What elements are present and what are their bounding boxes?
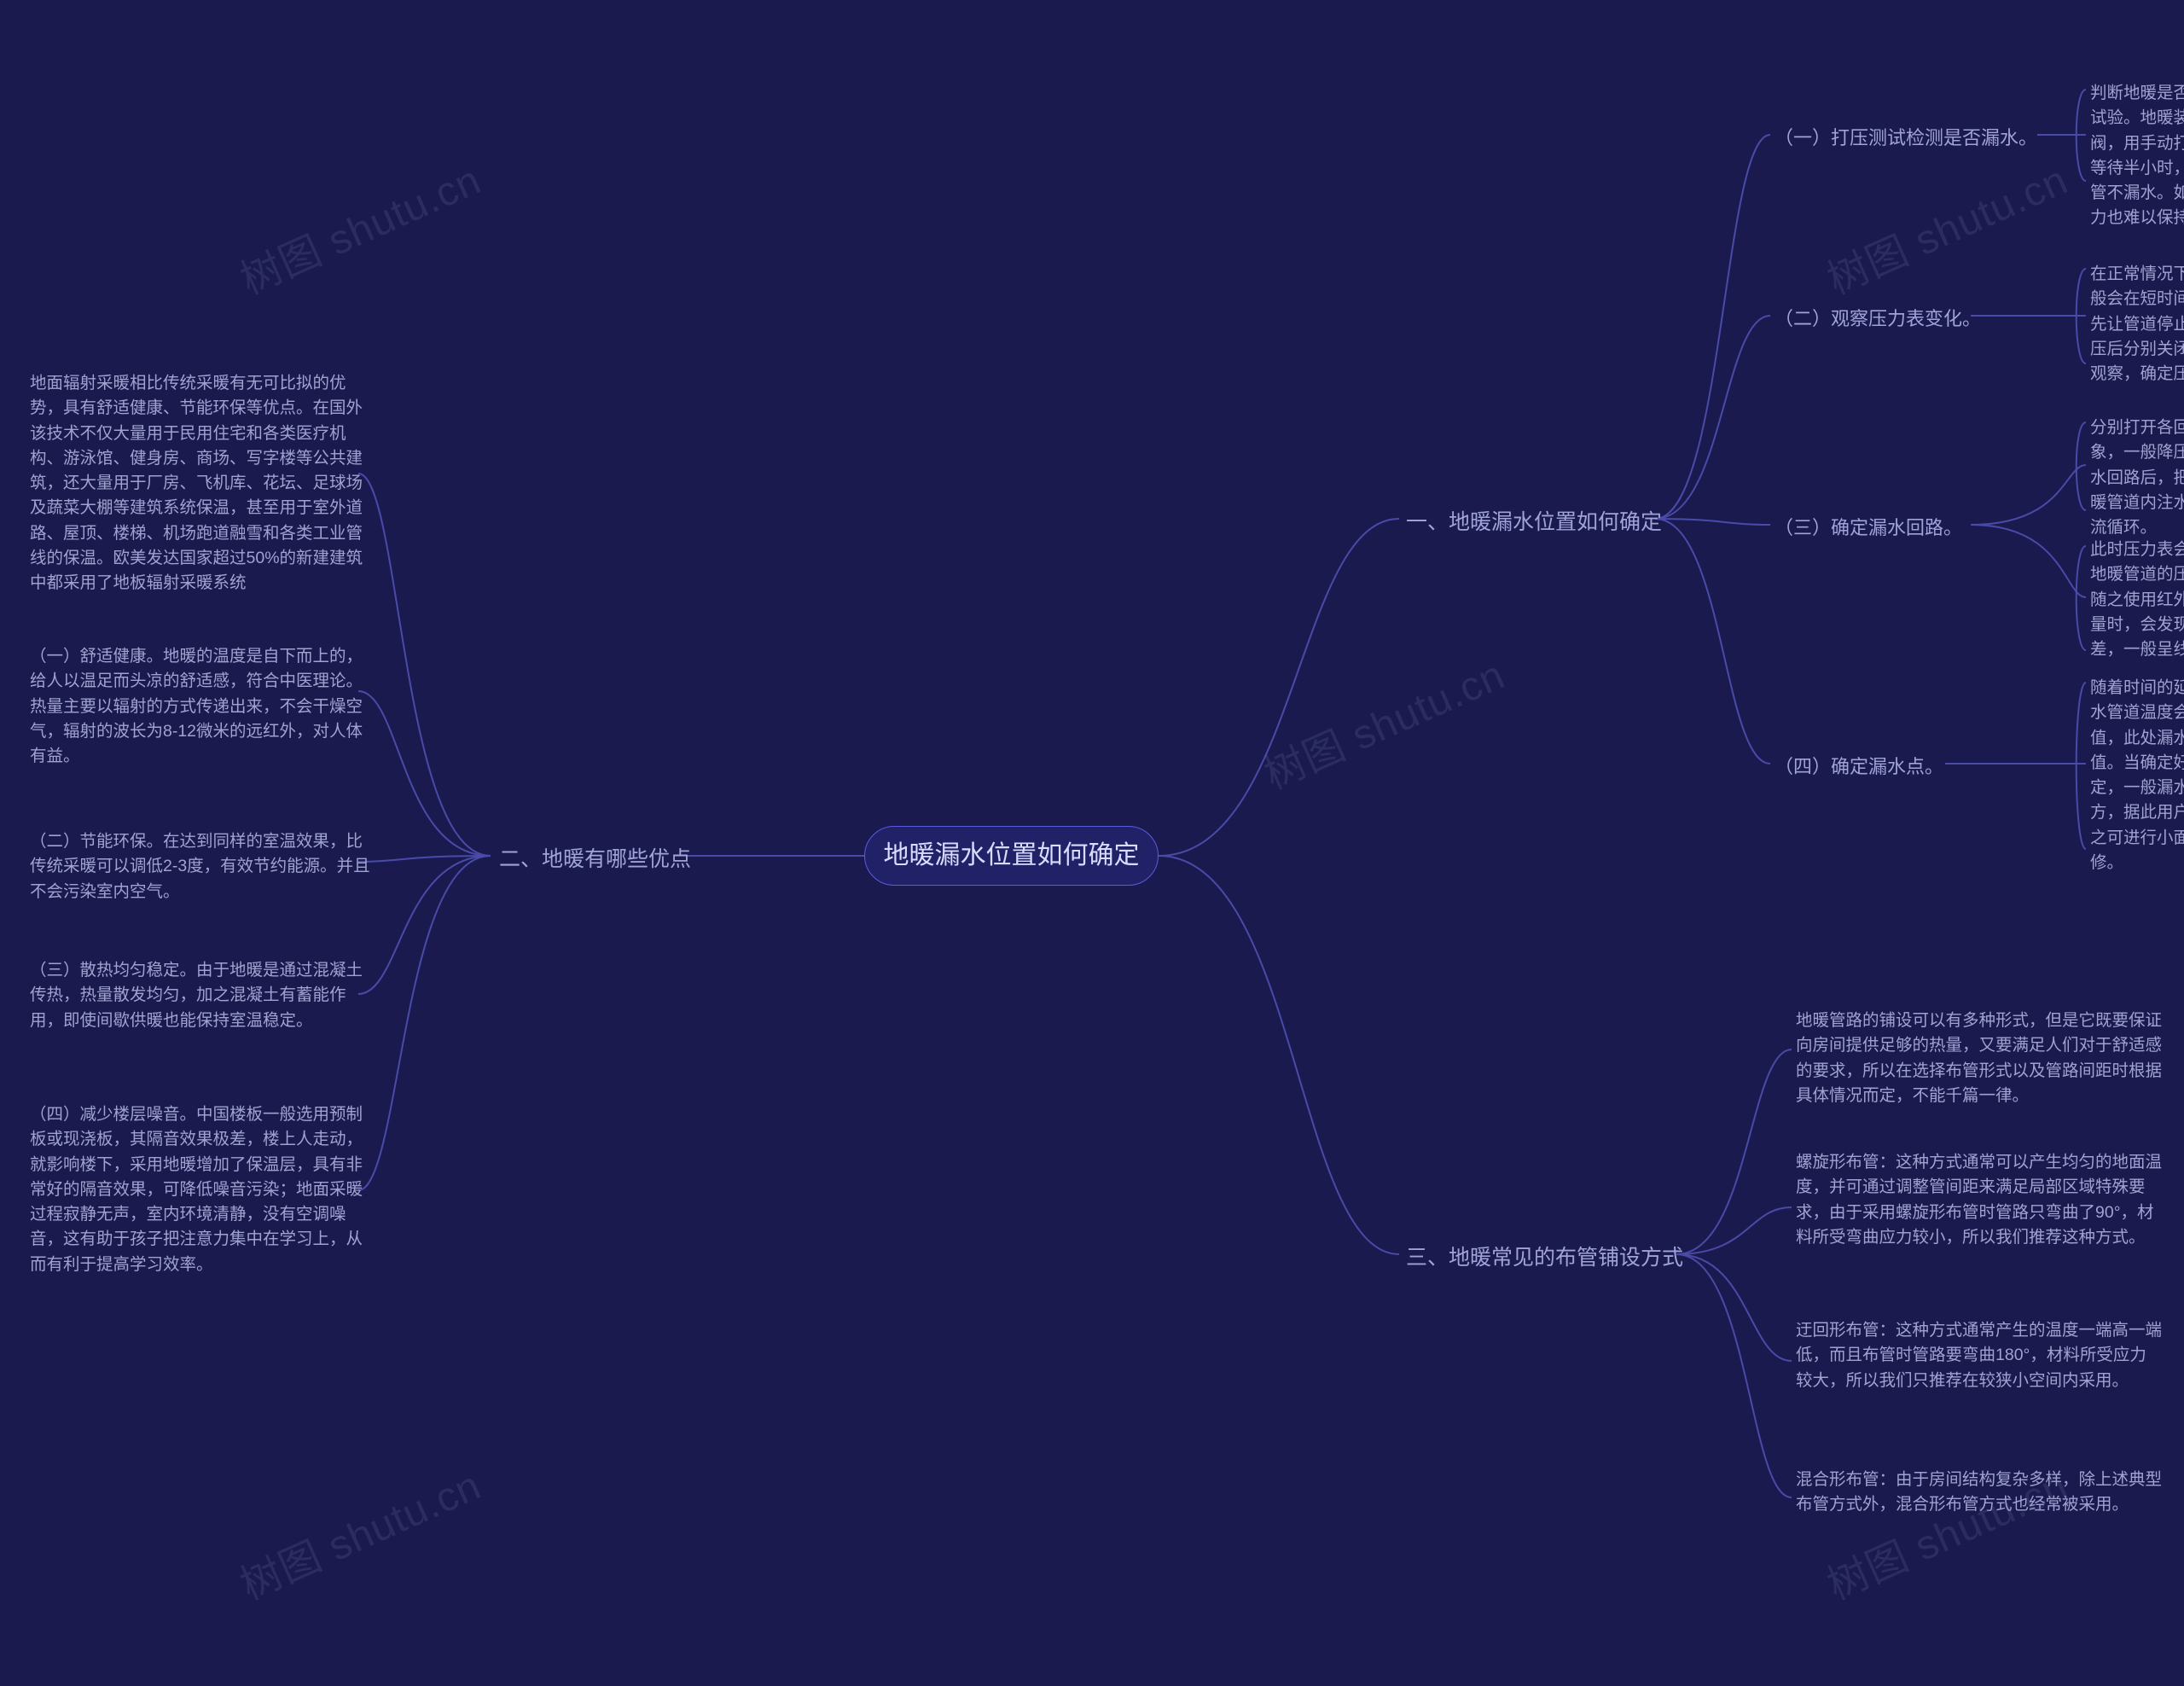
branch-3[interactable]: 三、地暖常见的布管铺设方式 xyxy=(1406,1241,1696,1275)
branch-1[interactable]: 一、地暖漏水位置如何确定 xyxy=(1406,506,1670,539)
branch-2-c4: （四）减少楼层噪音。中国楼板一般选用预制板或现浇板，其隔音效果极差，楼上人走动，… xyxy=(30,1102,375,1277)
branch-3-body-3: 迂回形布管：这种方式通常产生的温度一端高一端低，而且布管时管路要弯曲180°，材… xyxy=(1796,1318,2163,1393)
branch-2-c1: （一）舒适健康。地暖的温度是自下而上的，给人以温足而头凉的舒适感，符合中医理论。… xyxy=(30,644,375,769)
root-node[interactable]: 地暖漏水位置如何确定 xyxy=(864,826,1159,886)
mindmap-canvas: 地暖漏水位置如何确定 一、地暖漏水位置如何确定 （一）打压测试检测是否漏水。 判… xyxy=(0,0,2184,1686)
branch-2-intro: 地面辐射采暖相比传统采暖有无可比拟的优势，具有舒适健康、节能环保等优点。在国外该… xyxy=(30,371,375,596)
branch-2-c2: （二）节能环保。在达到同样的室温效果，比传统采暖可以调低2-3度，有效节约能源。… xyxy=(30,829,375,904)
branch-2-c3: （三）散热均匀稳定。由于地暖是通过混凝土传热，热量散发均匀，加之混凝土有蓄能作用… xyxy=(30,958,375,1033)
branch-3-body-4: 混合形布管：由于房间结构复杂多样，除上述典型布管方式外，混合形布管方式也经常被采… xyxy=(1796,1468,2163,1518)
branch-1-sub-4[interactable]: （四）确定漏水点。 xyxy=(1774,753,1971,782)
branch-3-body-2: 螺旋形布管：这种方式通常可以产生均匀的地面温度，并可通过调整管间距来满足局部区域… xyxy=(1796,1150,2163,1250)
watermark: 树图 shutu.cn xyxy=(1816,147,2076,306)
branch-1-sub-2-body: 在正常情况下，如果确定地暖是有漏水，压力表一般会在短时间内掉压，当确定是缓慢泄漏… xyxy=(2090,262,2184,387)
branch-1-sub-3-body-2: 此时压力表会逐渐降低，在加温的时候，注意保持地暖管道的压力值，有漏点的地暖回路启… xyxy=(2090,538,2184,662)
watermark: 树图 shutu.cn xyxy=(229,147,489,306)
branch-1-sub-1-body: 判断地暖是否漏水，最好的办法是重新做一次打压试验。地暖装好时必须做打压试验：关闭… xyxy=(2090,81,2184,231)
branch-1-sub-3[interactable]: （三）确定漏水回路。 xyxy=(1774,514,1996,543)
watermark: 树图 shutu.cn xyxy=(1253,642,1513,801)
branch-1-sub-3-body-1: 分别打开各回路的阀门，观察哪个回路有降压现象，一般降压明显的回路即为漏水回路。确… xyxy=(2090,416,2184,540)
branch-2[interactable]: 二、地暖有哪些优点 xyxy=(495,843,691,876)
branch-1-sub-2[interactable]: （二）观察压力表变化。 xyxy=(1774,305,1996,334)
watermark: 树图 shutu.cn xyxy=(229,1452,489,1612)
branch-1-sub-4-body: 随着时间的延长，地表温度逐渐上升，确定好的漏水管道温度会升温很高，在漏水点会形成… xyxy=(2090,676,2184,875)
branch-3-body-1: 地暖管路的铺设可以有多种形式，但是它既要保证向房间提供足够的热量，又要满足人们对… xyxy=(1796,1009,2163,1108)
branch-1-sub-1[interactable]: （一）打压测试检测是否漏水。 xyxy=(1774,124,2056,153)
